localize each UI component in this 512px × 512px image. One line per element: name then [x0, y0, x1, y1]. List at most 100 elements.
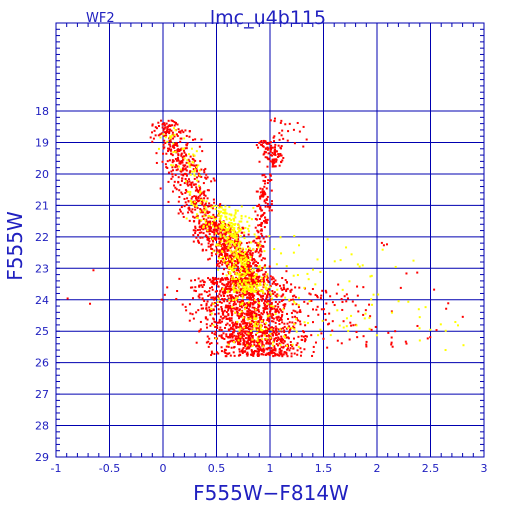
star-point — [254, 301, 257, 304]
star-point — [283, 325, 286, 328]
star-point — [286, 312, 289, 315]
star-point — [315, 308, 318, 311]
star-point — [296, 353, 299, 356]
star-point — [225, 285, 228, 288]
star-point — [233, 256, 236, 259]
star-point — [227, 305, 230, 308]
star-point — [259, 240, 262, 243]
star-point — [356, 294, 359, 297]
star-point — [214, 305, 217, 308]
star-point — [244, 279, 247, 282]
star-point — [258, 141, 261, 144]
star-point — [252, 289, 255, 292]
star-point — [303, 321, 306, 324]
star-point — [66, 297, 69, 300]
star-point — [294, 322, 297, 325]
x-tick-label: 1 — [267, 462, 274, 475]
star-point — [212, 221, 215, 224]
star-point — [280, 134, 283, 137]
star-point — [208, 290, 211, 293]
star-point — [270, 308, 273, 311]
star-point — [286, 348, 289, 351]
star-point — [154, 126, 157, 129]
star-point — [263, 331, 266, 334]
star-point — [247, 233, 250, 236]
star-point — [198, 145, 201, 148]
star-point — [282, 342, 285, 345]
star-point — [254, 321, 257, 324]
star-point — [198, 184, 201, 187]
star-point — [236, 235, 239, 238]
star-point — [241, 290, 244, 293]
star-point — [236, 258, 239, 261]
star-point — [203, 169, 206, 172]
star-point — [266, 279, 269, 282]
star-point — [192, 204, 195, 207]
star-point — [273, 159, 276, 162]
star-point — [251, 325, 254, 328]
star-point — [199, 280, 202, 283]
star-point — [219, 244, 222, 247]
star-point — [244, 276, 247, 279]
star-point — [263, 182, 266, 185]
star-point — [257, 224, 260, 227]
star-point — [244, 277, 247, 280]
star-point — [324, 289, 327, 292]
star-point — [220, 210, 223, 213]
star-point — [257, 275, 260, 278]
star-point — [205, 302, 208, 305]
star-point — [217, 352, 220, 355]
star-point — [274, 337, 277, 340]
star-point — [216, 337, 219, 340]
star-point — [194, 232, 197, 235]
star-point — [202, 224, 205, 227]
star-point — [250, 218, 253, 221]
star-point — [262, 139, 265, 142]
star-point — [212, 250, 215, 253]
star-point — [444, 349, 447, 352]
star-point — [157, 147, 160, 150]
star-point — [250, 292, 253, 295]
star-point — [190, 147, 193, 150]
star-point — [223, 225, 226, 228]
star-point — [270, 209, 273, 212]
star-point — [316, 258, 319, 261]
star-point — [236, 320, 239, 323]
star-point — [227, 227, 230, 230]
star-point — [246, 310, 249, 313]
star-point — [227, 314, 230, 317]
star-point — [248, 328, 251, 331]
star-point — [209, 313, 212, 316]
star-point — [242, 322, 245, 325]
star-point — [237, 343, 240, 346]
star-point — [293, 323, 296, 326]
star-point — [257, 146, 260, 149]
star-point — [277, 310, 280, 313]
star-point — [307, 278, 310, 281]
star-point — [232, 304, 235, 307]
star-point — [235, 255, 238, 258]
star-point — [164, 141, 167, 144]
star-point — [207, 258, 210, 261]
star-point — [270, 146, 273, 149]
star-point — [177, 148, 180, 151]
star-point — [231, 267, 234, 270]
star-point — [255, 277, 258, 280]
star-point — [261, 342, 264, 345]
star-point — [195, 341, 198, 344]
star-point — [238, 279, 241, 282]
star-point — [251, 319, 254, 322]
star-point — [263, 226, 266, 229]
star-point — [342, 320, 345, 323]
star-point — [196, 179, 199, 182]
star-point — [218, 204, 221, 207]
star-point — [262, 318, 265, 321]
star-point — [270, 189, 273, 192]
star-point — [177, 150, 180, 153]
star-point — [229, 327, 232, 330]
star-point — [240, 268, 243, 271]
star-point — [187, 184, 190, 187]
star-point — [255, 144, 258, 147]
star-point — [307, 314, 310, 317]
star-point — [171, 161, 174, 164]
